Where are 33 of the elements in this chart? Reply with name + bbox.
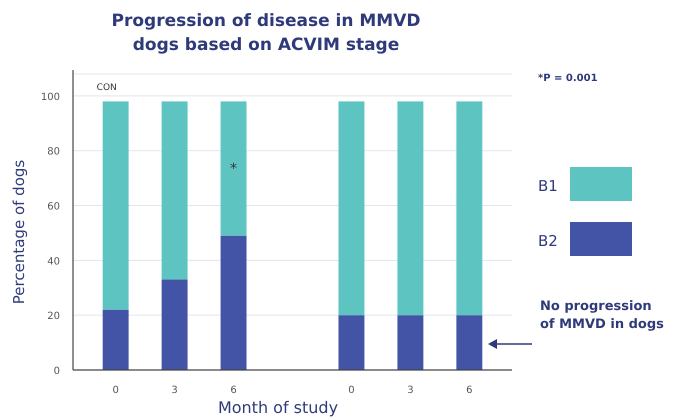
bar (162, 280, 188, 370)
bar (397, 101, 424, 316)
x-axis-title: Month of study (218, 398, 338, 417)
bar (102, 101, 129, 310)
chart-title: Progression of disease in MMVD dogs based on ACVIM stage (112, 11, 420, 55)
bar (162, 101, 188, 280)
y-axis-title: Percentage of dogs (10, 160, 28, 304)
y-tick-label: 80 (47, 146, 60, 158)
bar (397, 315, 424, 370)
x-tick-label: 6 (466, 385, 473, 396)
x-tick-label: 6 (230, 385, 237, 396)
x-tick-label: 0 (348, 385, 355, 396)
annotation: * (230, 161, 238, 178)
bar (338, 101, 364, 316)
x-tick-label: 0 (112, 385, 119, 396)
y-tick-label: 20 (47, 311, 60, 322)
text: No progression of MMVD in dogs (540, 299, 664, 332)
y-tick-label: 60 (47, 202, 60, 213)
y-tick-label: 0 (54, 366, 60, 377)
bar (220, 101, 247, 236)
annotation: CON (96, 83, 117, 93)
text: *P = 0.001 (538, 73, 598, 84)
x-tick-label: 3 (171, 385, 178, 396)
bar (220, 236, 247, 370)
legend-label: B1 (538, 177, 558, 195)
bar (102, 310, 129, 370)
x-tick-label: 3 (407, 385, 414, 396)
y-tick-label: 40 (47, 256, 60, 268)
legend-label: B2 (538, 232, 558, 250)
bar (338, 315, 364, 370)
y-tick-label: 100 (40, 92, 60, 103)
bar (456, 101, 482, 316)
bar (456, 315, 482, 370)
